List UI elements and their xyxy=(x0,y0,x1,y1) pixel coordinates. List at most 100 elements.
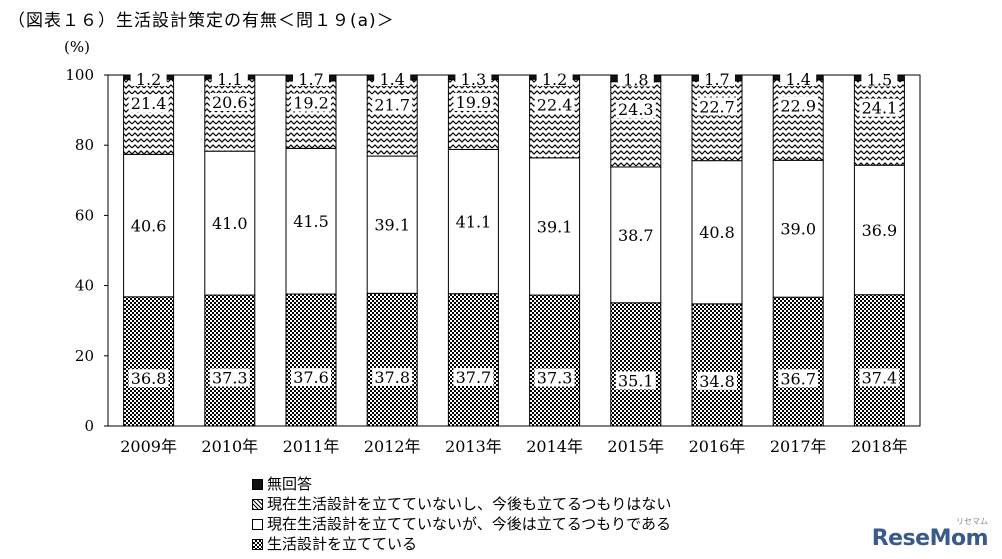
value-label-bg xyxy=(778,369,819,388)
bar-segment xyxy=(366,292,418,427)
value-label-bg xyxy=(372,367,413,386)
bar-segment xyxy=(853,80,905,166)
x-tick-label: 2011年 xyxy=(283,437,340,456)
data-label: 35.1 xyxy=(618,371,654,390)
y-tick-label: 0 xyxy=(84,417,94,435)
value-label-bg xyxy=(209,368,250,387)
data-label: 41.5 xyxy=(293,212,329,231)
x-tick-label: 2015年 xyxy=(607,437,664,456)
data-label: 1.1 xyxy=(217,70,242,89)
data-label: 1.8 xyxy=(623,70,648,89)
bar-segment xyxy=(610,81,662,168)
value-label-bg xyxy=(615,99,656,118)
y-tick-label: 60 xyxy=(75,206,94,224)
legend-swatch xyxy=(252,518,263,530)
value-label-bg xyxy=(536,71,573,86)
value-label-bg xyxy=(128,94,169,113)
value-label-bg xyxy=(534,95,575,114)
value-label-bg xyxy=(780,71,817,86)
data-label: 21.4 xyxy=(131,94,167,113)
value-label-bg xyxy=(374,71,411,86)
data-label: 1.4 xyxy=(379,70,404,89)
legend-label: 生活設計を立てている xyxy=(267,535,418,553)
bar-segment xyxy=(123,296,175,427)
data-label: 36.9 xyxy=(862,221,898,240)
value-label-bg xyxy=(859,98,900,117)
x-tick-label: 2014年 xyxy=(526,437,583,456)
value-label-bg xyxy=(453,92,494,111)
bar-segment xyxy=(447,79,499,150)
data-label: 34.8 xyxy=(699,372,735,391)
resemom-logo: リセマム ReseMom xyxy=(872,517,989,551)
data-label: 19.9 xyxy=(456,93,492,112)
legend-label: 無回答 xyxy=(267,475,313,493)
value-label-bg xyxy=(293,71,329,86)
value-label-bg xyxy=(861,71,898,87)
value-label-bg xyxy=(453,212,494,231)
value-label-bg xyxy=(778,96,819,115)
y-tick-label: 100 xyxy=(65,66,94,84)
value-label-bg xyxy=(211,71,248,86)
y-tick-label: 80 xyxy=(75,136,94,154)
x-tick-label: 2010年 xyxy=(201,437,258,456)
plot-frame xyxy=(107,74,921,427)
bar-segment xyxy=(772,79,824,161)
bar-segment xyxy=(853,294,905,427)
data-label: 22.7 xyxy=(699,97,735,116)
data-label: 22.9 xyxy=(780,97,816,116)
bar-segment xyxy=(285,80,337,149)
bar-segment xyxy=(529,294,581,427)
legend-swatch xyxy=(252,538,263,550)
legend-item: 生活設計を立てている xyxy=(252,534,671,554)
value-label-bg xyxy=(697,97,737,116)
bar-segment xyxy=(691,80,743,162)
legend-item: 現在生活設計を立てていないが、今後は立てるつもりである xyxy=(252,514,671,534)
data-label: 36.8 xyxy=(131,369,167,388)
legend-label: 現在生活設計を立てていないし、今後も立てるつもりはない xyxy=(267,495,672,513)
bar-segment xyxy=(285,293,337,427)
data-label: 37.8 xyxy=(374,368,410,387)
data-label: 1.3 xyxy=(461,70,486,89)
value-label-bg xyxy=(372,215,413,234)
legend-swatch xyxy=(252,498,263,510)
data-label: 37.3 xyxy=(537,369,573,388)
value-label-bg xyxy=(291,93,331,112)
data-label: 40.6 xyxy=(131,217,167,236)
bar-segment xyxy=(366,79,418,157)
value-label-bg xyxy=(291,368,331,387)
legend-item: 無回答 xyxy=(252,474,671,494)
value-label-bg xyxy=(615,371,656,390)
data-label: 41.1 xyxy=(456,213,492,232)
data-label: 38.7 xyxy=(618,226,654,245)
y-tick-label: 40 xyxy=(75,277,94,295)
x-tick-label: 2012年 xyxy=(364,437,421,456)
bar-segment xyxy=(691,303,743,427)
legend-label: 現在生活設計を立てていないが、今後は立てるつもりである xyxy=(267,515,671,533)
value-label-bg xyxy=(455,71,492,86)
value-label-bg xyxy=(697,371,737,390)
data-label: 37.7 xyxy=(456,368,492,387)
value-label-bg xyxy=(534,368,575,387)
value-label-bg xyxy=(453,368,494,387)
bar-segment xyxy=(123,78,175,155)
data-label: 1.7 xyxy=(298,70,323,89)
data-label: 39.1 xyxy=(374,216,410,235)
y-axis-unit-label: (%) xyxy=(64,38,90,56)
value-label-bg xyxy=(372,95,413,114)
data-label: 1.2 xyxy=(136,70,161,89)
data-label: 1.5 xyxy=(867,70,892,89)
data-label: 37.4 xyxy=(862,368,898,387)
x-tick-label: 2013年 xyxy=(445,437,502,456)
x-tick-label: 2016年 xyxy=(689,437,746,456)
y-tick-label: 20 xyxy=(75,347,94,365)
bar-segment xyxy=(447,293,499,427)
chart-title: （図表１６）生活設計策定の有無＜問１９(a)＞ xyxy=(8,11,395,31)
value-label-bg xyxy=(699,71,735,86)
data-label: 24.3 xyxy=(618,100,654,119)
data-label: 41.0 xyxy=(212,214,248,233)
data-label: 19.2 xyxy=(293,94,329,113)
value-label-bg xyxy=(859,220,900,239)
data-label: 1.2 xyxy=(542,70,567,89)
data-label: 20.6 xyxy=(212,93,248,112)
value-label-bg xyxy=(778,219,819,238)
